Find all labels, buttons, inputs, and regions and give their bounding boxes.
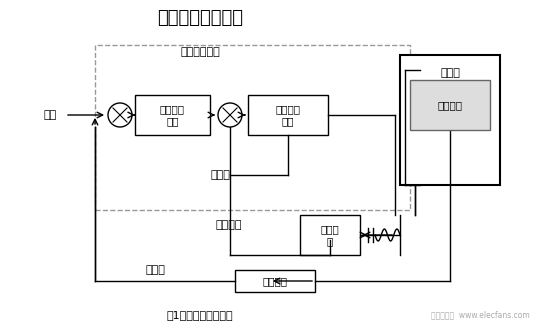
Circle shape bbox=[108, 103, 132, 127]
Bar bbox=[248, 95, 328, 135]
Bar bbox=[135, 95, 210, 135]
Text: 伺服驱动装置: 伺服驱动装置 bbox=[180, 47, 220, 57]
Bar bbox=[95, 45, 410, 210]
Text: 测量反馈: 测量反馈 bbox=[263, 276, 287, 286]
Text: 位置控制
模块: 位置控制 模块 bbox=[160, 104, 185, 126]
Circle shape bbox=[218, 103, 242, 127]
Text: 伺服电
机: 伺服电 机 bbox=[321, 224, 339, 246]
Text: 速度控制
单元: 速度控制 单元 bbox=[276, 104, 301, 126]
Text: 速度环: 速度环 bbox=[210, 170, 230, 180]
Text: 图1闭环伺服驱动系统: 图1闭环伺服驱动系统 bbox=[167, 310, 233, 320]
Bar bbox=[410, 80, 490, 130]
Text: 工作台: 工作台 bbox=[440, 68, 460, 78]
Text: 速度检测: 速度检测 bbox=[215, 220, 241, 230]
Text: 位置检测: 位置检测 bbox=[438, 100, 462, 110]
Text: 位置环: 位置环 bbox=[145, 265, 165, 275]
Text: 指令: 指令 bbox=[44, 110, 56, 120]
Bar bbox=[235, 270, 315, 292]
Bar bbox=[300, 215, 360, 255]
Text: 电子发烧友  www.elecfans.com: 电子发烧友 www.elecfans.com bbox=[430, 310, 529, 319]
Bar bbox=[400, 55, 500, 185]
Text: 闭环伺服系统简图: 闭环伺服系统简图 bbox=[157, 9, 243, 27]
